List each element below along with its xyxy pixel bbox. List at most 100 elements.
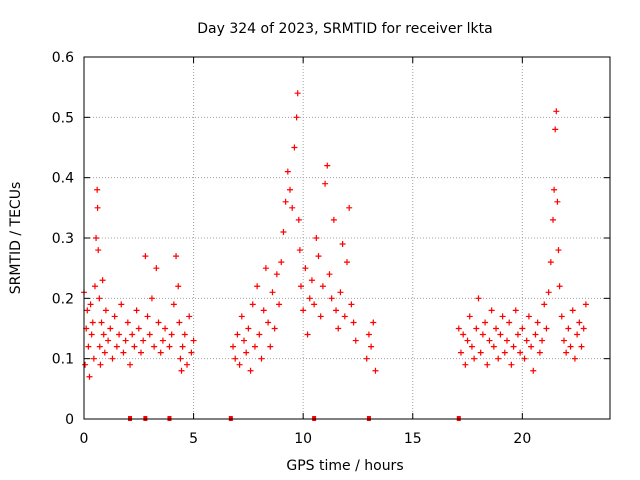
- data-point: [541, 301, 548, 308]
- data-point: [558, 313, 565, 320]
- data-point: [96, 295, 103, 302]
- data-point: [178, 367, 185, 374]
- x-tick-label: 10: [294, 431, 312, 447]
- data-point: [324, 162, 331, 169]
- data-point: [471, 355, 478, 362]
- data-point: [96, 343, 103, 350]
- data-point: [462, 361, 469, 368]
- data-point: [503, 337, 510, 344]
- data-point: [337, 289, 344, 296]
- data-point: [335, 325, 342, 332]
- data-point: [129, 331, 136, 338]
- data-point: [87, 301, 94, 308]
- data-point: [98, 319, 105, 326]
- data-point: [468, 343, 475, 350]
- data-point: [188, 349, 195, 356]
- data-point: [238, 313, 245, 320]
- data-point: [291, 144, 298, 151]
- data-point: [571, 355, 578, 362]
- data-point: [247, 367, 254, 374]
- x-tick-label: 20: [513, 431, 531, 447]
- data-point: [289, 204, 296, 211]
- data-point: [155, 319, 162, 326]
- data-point: [499, 313, 506, 320]
- data-point: [137, 349, 144, 356]
- data-point: [517, 349, 524, 356]
- data-point: [142, 253, 149, 260]
- data-point: [94, 204, 101, 211]
- data-point: [554, 198, 561, 205]
- data-point: [306, 295, 313, 302]
- data-point: [89, 319, 96, 326]
- data-point: [530, 367, 537, 374]
- data-point: [528, 343, 535, 350]
- data-point: [232, 355, 239, 362]
- data-point: [236, 361, 243, 368]
- y-tick-label: 0.3: [52, 231, 74, 247]
- data-point: [330, 216, 337, 223]
- data-point: [90, 355, 97, 362]
- data-point: [317, 313, 324, 320]
- data-point: [304, 331, 311, 338]
- data-point: [151, 343, 158, 350]
- y-tick-label: 0: [65, 412, 74, 428]
- data-point: [133, 307, 140, 314]
- data-point: [473, 325, 480, 332]
- data-point: [177, 355, 184, 362]
- data-point: [455, 325, 462, 332]
- data-point: [265, 319, 272, 326]
- data-point: [284, 168, 291, 175]
- data-point: [532, 331, 539, 338]
- data-points: [81, 90, 589, 380]
- data-point: [322, 180, 329, 187]
- data-point: [311, 301, 318, 308]
- data-point: [539, 337, 546, 344]
- data-point: [551, 186, 558, 193]
- y-axis-ticks: 0 0.1 0.2 0.3 0.4 0.5 0.6: [52, 50, 610, 428]
- data-point: [276, 301, 283, 308]
- data-point: [230, 343, 237, 350]
- data-point: [534, 319, 541, 326]
- data-point: [300, 307, 307, 314]
- data-point: [339, 241, 346, 248]
- y-tick-label: 0.4: [52, 171, 74, 187]
- data-point: [91, 283, 98, 290]
- data-point: [578, 343, 585, 350]
- data-point: [346, 204, 353, 211]
- data-point: [297, 283, 304, 290]
- data-point: [162, 325, 169, 332]
- data-point: [457, 349, 464, 356]
- data-point: [166, 343, 173, 350]
- y-axis-label: SRMTID / TECUs: [8, 182, 24, 295]
- data-point: [333, 307, 340, 314]
- data-point: [153, 265, 160, 272]
- data-point: [102, 307, 109, 314]
- data-point: [475, 295, 482, 302]
- data-point: [521, 355, 528, 362]
- data-point: [245, 325, 252, 332]
- data-point: [282, 198, 289, 205]
- data-point: [113, 343, 120, 350]
- data-point: [553, 108, 560, 115]
- data-point: [508, 361, 515, 368]
- data-point: [368, 343, 375, 350]
- data-point: [179, 343, 186, 350]
- data-point: [506, 319, 513, 326]
- data-point: [82, 361, 89, 368]
- data-point: [240, 337, 247, 344]
- data-point: [144, 313, 151, 320]
- data-point: [574, 331, 581, 338]
- data-point: [243, 349, 250, 356]
- data-point: [565, 325, 572, 332]
- data-point: [490, 343, 497, 350]
- data-point: [580, 325, 587, 332]
- data-point: [181, 331, 188, 338]
- data-point: [127, 361, 134, 368]
- data-point: [175, 283, 182, 290]
- data-point: [328, 295, 335, 302]
- data-point: [105, 337, 112, 344]
- data-point: [486, 337, 493, 344]
- chart-title: Day 324 of 2023, SRMTID for receiver lkt…: [197, 21, 492, 37]
- y-tick-label: 0.1: [52, 352, 74, 368]
